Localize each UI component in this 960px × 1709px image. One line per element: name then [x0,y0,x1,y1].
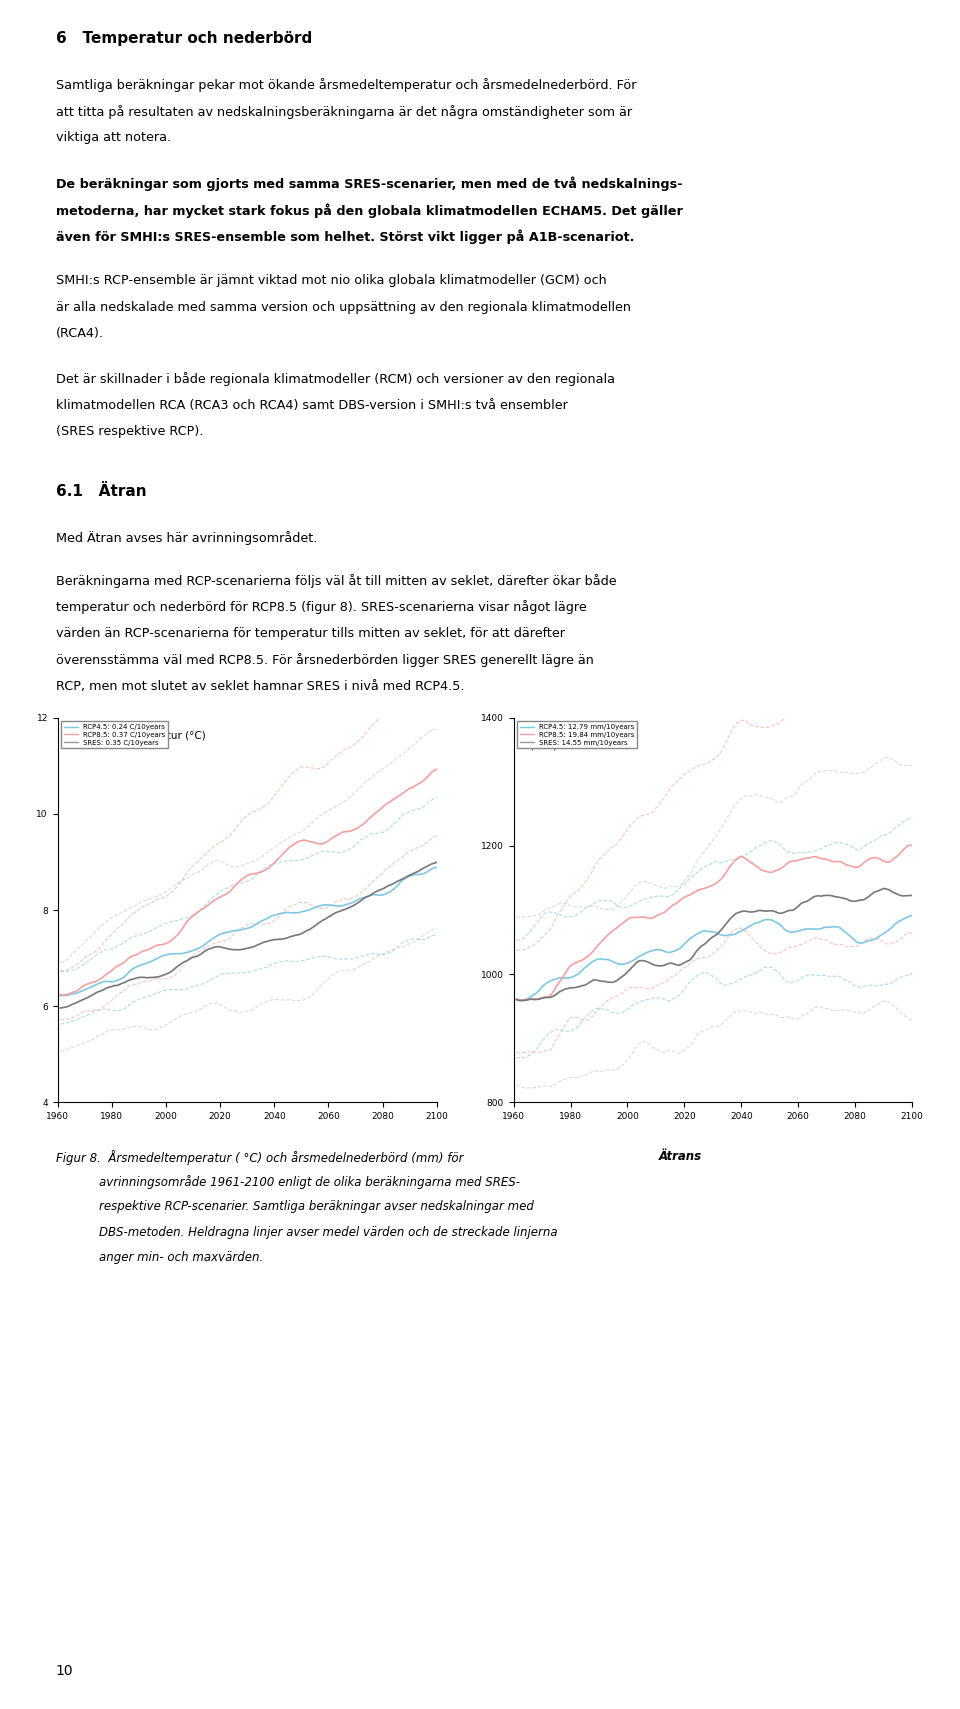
Text: klimatmodellen RCA (RCA3 och RCA4) samt DBS-version i SMHI:s två ensembler: klimatmodellen RCA (RCA3 och RCA4) samt … [56,398,567,412]
Text: 6   Temperatur och nederbörd: 6 Temperatur och nederbörd [56,31,312,46]
Text: att titta på resultaten av nedskalningsberäkningarna är det några omständigheter: att titta på resultaten av nedskalningsb… [56,104,632,120]
Text: RCP, men mot slutet av seklet hamnar SRES i nivå med RCP4.5.: RCP, men mot slutet av seklet hamnar SRE… [56,680,465,692]
Text: 6.1   Ätran: 6.1 Ätran [56,484,146,499]
Legend: RCP4.5: 0.24 C/10years, RCP8.5: 0.37 C/10years, SRES: 0.35 C/10years: RCP4.5: 0.24 C/10years, RCP8.5: 0.37 C/1… [61,721,168,749]
Text: 10: 10 [56,1665,73,1678]
Text: SMHI:s RCP-ensemble är jämnt viktad mot nio olika globala klimatmodeller (GCM) o: SMHI:s RCP-ensemble är jämnt viktad mot … [56,275,607,287]
Text: Årsmedelnederbörd
(mm): Årsmedelnederbörd (mm) [530,730,634,750]
Text: är alla nedskalade med samma version och uppsättning av den regionala klimatmode: är alla nedskalade med samma version och… [56,301,631,314]
Text: DBS-metoden. Heldragna linjer avser medel värden och de streckade linjerna: DBS-metoden. Heldragna linjer avser mede… [99,1225,558,1239]
Text: temperatur och nederbörd för RCP8.5 (figur 8). SRES-scenarierna visar något lägr: temperatur och nederbörd för RCP8.5 (fig… [56,600,587,614]
Text: Det är skillnader i både regionala klimatmodeller (RCM) och versioner av den reg: Det är skillnader i både regionala klima… [56,373,614,386]
Text: värden än RCP-scenarierna för temperatur tills mitten av seklet, för att därefte: värden än RCP-scenarierna för temperatur… [56,627,564,639]
Text: (SRES respektive RCP).: (SRES respektive RCP). [56,426,204,439]
Text: anger min- och maxvärden.: anger min- och maxvärden. [99,1251,263,1265]
Text: viktiga att notera.: viktiga att notera. [56,132,171,145]
Text: respektive RCP-scenarier. Samtliga beräkningar avser nedskalningar med: respektive RCP-scenarier. Samtliga beräk… [99,1200,534,1213]
Text: Årsmedeltemperatur (°C): Årsmedeltemperatur (°C) [73,730,205,742]
Text: Med Ätran avses här avrinningsområdet.: Med Ätran avses här avrinningsområdet. [56,531,317,545]
Text: Figur 8.  Årsmedeltemperatur ( °C) och årsmedelnederbörd (mm) för: Figur 8. Årsmedeltemperatur ( °C) och år… [56,1150,467,1166]
Text: Ätrans: Ätrans [659,1150,702,1164]
Text: Samtliga beräkningar pekar mot ökande årsmedeltemperatur och årsmedelnederbörd. : Samtliga beräkningar pekar mot ökande år… [56,79,636,92]
Text: De beräkningar som gjorts med samma SRES-scenarier, men med de två nedskalnings-: De beräkningar som gjorts med samma SRES… [56,176,683,191]
Text: även för SMHI:s SRES-ensemble som helhet. Störst vikt ligger på A1B-scenariot.: även för SMHI:s SRES-ensemble som helhet… [56,229,634,244]
Text: (RCA4).: (RCA4). [56,328,104,340]
Text: metoderna, har mycket stark fokus på den globala klimatmodellen ECHAM5. Det gäll: metoderna, har mycket stark fokus på den… [56,203,683,217]
Text: avrinningsområde 1961-2100 enligt de olika beräkningarna med SRES-: avrinningsområde 1961-2100 enligt de oli… [99,1176,520,1189]
Text: överensstämma väl med RCP8.5. För årsnederbörden ligger SRES generellt lägre än: överensstämma väl med RCP8.5. För årsned… [56,653,593,667]
Legend: RCP4.5: 12.79 mm/10years, RCP8.5: 19.84 mm/10years, SRES: 14.55 mm/10years: RCP4.5: 12.79 mm/10years, RCP8.5: 19.84 … [517,721,637,749]
Text: Beräkningarna med RCP-scenarierna följs väl åt till mitten av seklet, därefter ö: Beräkningarna med RCP-scenarierna följs … [56,574,616,588]
